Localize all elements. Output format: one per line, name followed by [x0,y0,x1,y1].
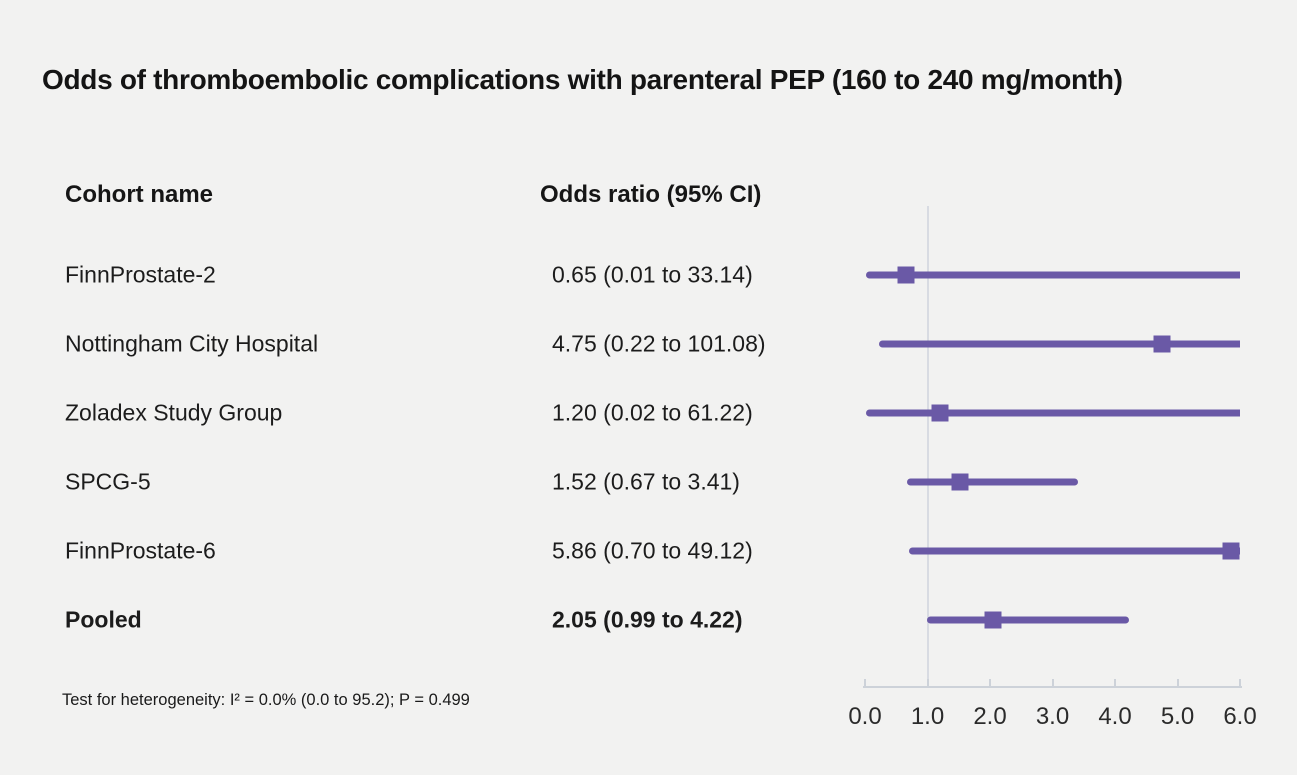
odds-ratio-value: 4.75 (0.22 to 101.08) [552,330,766,357]
x-axis-line [863,686,1242,688]
odds-ratio-value: 1.20 (0.02 to 61.22) [552,399,753,426]
cohort-label: Zoladex Study Group [65,399,283,426]
x-axis-tick [989,679,991,687]
cohort-label: Pooled [65,606,142,633]
x-axis-tick-label: 0.0 [848,703,882,730]
x-axis-tick [926,679,929,687]
column-header-cohort-name: Cohort name [65,181,214,208]
cohort-label: SPCG-5 [65,468,151,495]
odds-ratio-square-marker [897,266,915,284]
figure-title: Odds of thromboembolic complications wit… [42,64,1123,95]
x-axis-tick-label: 5.0 [1160,703,1195,730]
heterogeneity-note: Test for heterogeneity: I² = 0.0% (0.0 t… [62,691,470,709]
confidence-interval-bar [866,409,1240,417]
x-axis-tick-label: 6.0 [1223,703,1257,730]
x-axis-tick [1239,679,1241,687]
x-axis-tick [1114,679,1116,687]
reference-line-or-1 [926,206,929,687]
cohort-label: FinnProstate-6 [65,537,216,564]
cohort-label: FinnProstate-2 [65,261,216,288]
odds-ratio-value: 2.05 (0.99 to 4.22) [552,606,743,633]
x-axis-tick-label: 3.0 [1035,703,1070,730]
odds-ratio-square-marker [931,404,949,422]
column-header-odds-ratio: Odds ratio (95% CI) [540,181,762,208]
odds-ratio-square-marker [951,473,969,491]
confidence-interval-bar [878,340,1240,348]
odds-ratio-square-marker [1222,542,1240,560]
odds-ratio-value: 1.52 (0.67 to 3.41) [552,468,740,495]
odds-ratio-square-marker [984,611,1002,629]
confidence-interval-bar [908,547,1240,555]
odds-ratio-value: 5.86 (0.70 to 49.12) [552,537,753,564]
cohort-label: Nottingham City Hospital [65,330,319,357]
confidence-interval-bar [865,271,1240,279]
x-axis-tick [1051,679,1054,687]
x-axis-tick-label: 4.0 [1098,703,1132,730]
confidence-interval-bar [926,616,1129,624]
x-axis-tick-label: 1.0 [910,703,945,730]
x-axis-tick-label: 2.0 [973,703,1007,730]
x-axis-tick [1176,679,1179,687]
x-axis-tick [864,679,866,687]
odds-ratio-square-marker [1153,335,1171,353]
odds-ratio-value: 0.65 (0.01 to 33.14) [552,261,753,288]
confidence-interval-bar [906,478,1079,486]
